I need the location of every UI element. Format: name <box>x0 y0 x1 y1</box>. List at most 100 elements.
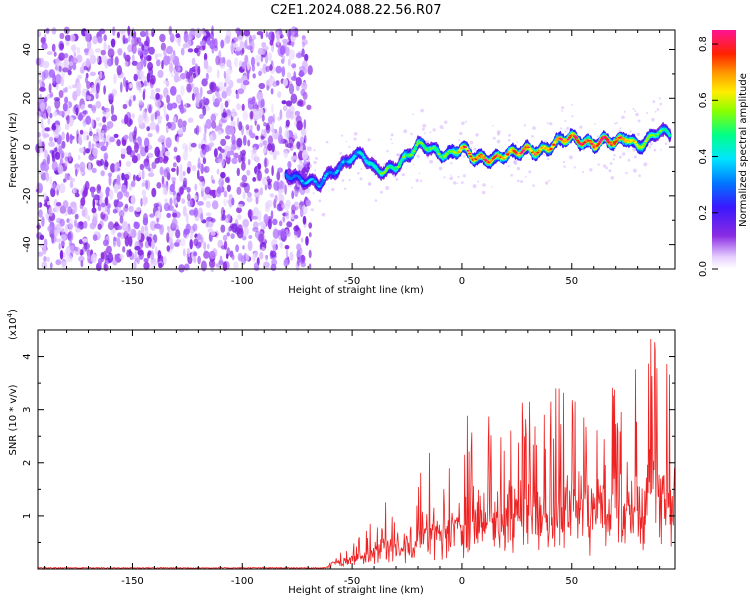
noise-blob <box>186 193 191 202</box>
noise-blob <box>246 45 253 50</box>
noise-blob <box>287 72 291 80</box>
noise-blob <box>42 60 50 69</box>
noise-blob <box>143 80 147 87</box>
signal-blob <box>573 135 577 138</box>
noise-blob <box>296 141 301 150</box>
noise-blob <box>260 135 265 140</box>
noise-blob <box>97 36 103 44</box>
noise-blob <box>193 238 199 247</box>
signal-blob <box>318 184 323 187</box>
y-tick-label: 0 <box>22 144 33 150</box>
noise-blob <box>131 60 138 66</box>
noise-blob <box>129 250 133 257</box>
noise-blob <box>155 224 163 230</box>
noise-blob <box>98 257 102 267</box>
noise-blob <box>237 204 244 209</box>
noise-blob <box>107 221 114 231</box>
noise-blob <box>202 96 206 103</box>
noise-blob <box>156 217 160 223</box>
noise-blob <box>286 109 292 119</box>
colorbar-tick-label: 0.4 <box>698 149 709 165</box>
noise-blob <box>105 107 111 119</box>
noise-blob <box>116 139 121 147</box>
noise-blob <box>77 133 82 145</box>
noise-blob <box>146 126 151 132</box>
noise-blob <box>82 238 89 243</box>
noise-blob <box>71 57 78 65</box>
noise-blob <box>161 175 165 185</box>
noise-blob <box>153 203 160 208</box>
noise-blob <box>75 168 78 177</box>
noise-blob <box>253 262 259 271</box>
noise-blob <box>245 124 250 131</box>
noise-speck <box>549 122 553 126</box>
noise-blob <box>308 232 312 238</box>
noise-speck <box>629 130 632 133</box>
noise-blob <box>99 191 103 200</box>
noise-speck <box>443 176 446 179</box>
noise-blob <box>293 225 300 232</box>
noise-blob <box>223 240 228 250</box>
signal-blob <box>423 146 427 149</box>
noise-speck <box>321 212 326 217</box>
noise-blob <box>133 221 140 230</box>
signal-blob <box>589 141 593 144</box>
noise-speck <box>360 168 362 171</box>
noise-blob <box>83 242 90 250</box>
noise-blob <box>223 190 228 198</box>
noise-blob <box>76 82 82 90</box>
noise-blob <box>217 129 222 136</box>
noise-blob <box>166 94 171 104</box>
noise-blob <box>224 82 227 88</box>
noise-blob <box>67 206 73 215</box>
noise-speck <box>618 129 621 132</box>
noise-blob <box>122 103 128 110</box>
noise-blob <box>104 198 108 204</box>
noise-speck <box>310 208 314 212</box>
noise-blob <box>137 249 144 256</box>
noise-blob <box>239 150 243 157</box>
noise-blob <box>216 69 220 79</box>
noise-speck <box>649 142 653 146</box>
noise-blob <box>116 201 124 208</box>
noise-blob <box>187 117 194 123</box>
noise-blob <box>210 218 216 223</box>
noise-blob <box>119 215 124 224</box>
spectrogram-panel: -150 -100 -50 0 50 -40 -20 0 20 40 Height of str… <box>8 25 676 296</box>
noise-blob <box>172 212 178 218</box>
noise-blob <box>208 189 216 196</box>
noise-speck <box>605 166 608 170</box>
noise-blob <box>92 135 99 143</box>
noise-blob <box>247 99 254 110</box>
noise-blob <box>179 172 184 183</box>
noise-blob <box>87 216 91 221</box>
noise-blob <box>64 224 69 235</box>
noise-blob <box>97 205 102 211</box>
noise-blob <box>182 170 186 177</box>
noise-speck <box>566 126 570 130</box>
noise-blob <box>226 150 231 158</box>
noise-blob <box>272 218 278 226</box>
noise-blob <box>58 90 64 98</box>
noise-blob <box>287 58 291 67</box>
noise-speck <box>636 132 641 136</box>
noise-blob <box>247 240 253 252</box>
x-tick-label: -150 <box>121 276 144 287</box>
noise-blob <box>57 164 64 175</box>
noise-blob <box>86 135 90 141</box>
noise-blob <box>47 225 53 232</box>
signal-blob <box>598 140 602 144</box>
noise-blob <box>55 238 62 243</box>
signal-blob <box>641 144 646 147</box>
noise-blob <box>284 129 290 140</box>
snr-frame <box>37 329 676 570</box>
noise-blob <box>43 256 47 262</box>
noise-blob <box>235 89 238 95</box>
noise-blob <box>155 92 160 100</box>
noise-blob <box>51 124 57 131</box>
noise-blob <box>150 89 155 97</box>
noise-speck <box>380 190 383 194</box>
noise-blob <box>137 142 143 149</box>
noise-blob <box>62 200 69 209</box>
noise-blob <box>228 126 235 136</box>
